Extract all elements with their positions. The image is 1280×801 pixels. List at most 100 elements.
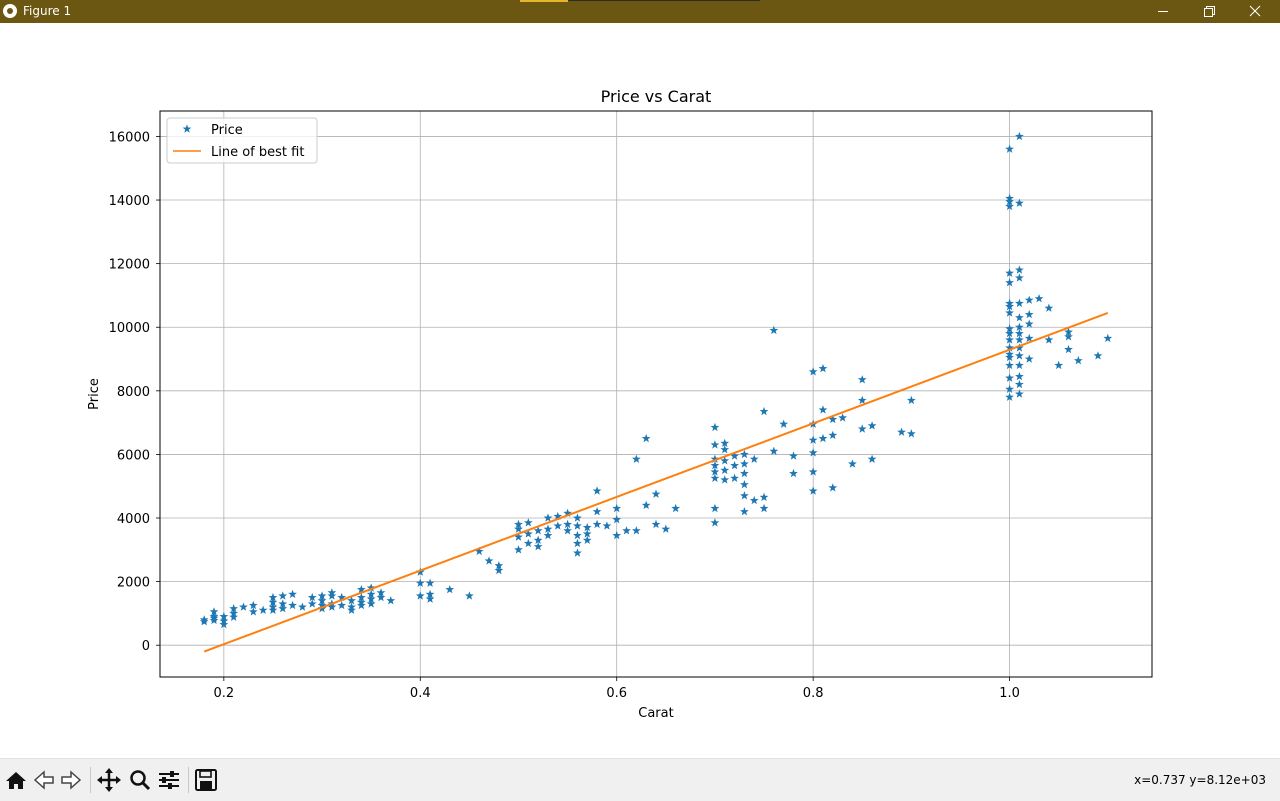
scatter-point xyxy=(573,538,582,548)
scatter-point xyxy=(779,419,789,428)
home-button[interactable] xyxy=(2,767,30,793)
scatter-point xyxy=(356,592,366,602)
save-button[interactable] xyxy=(192,767,220,793)
scatter-point xyxy=(641,500,651,510)
scatter-point xyxy=(1005,335,1014,344)
scatter-point xyxy=(1005,197,1014,206)
best-fit-line xyxy=(203,311,1109,653)
scatter-point xyxy=(828,483,838,492)
legend-label-price: Price xyxy=(211,123,243,138)
scatter-point xyxy=(1073,356,1083,365)
scatter-point xyxy=(1005,268,1014,277)
forward-button[interactable] xyxy=(57,767,85,793)
scatter-point xyxy=(857,395,867,405)
y-tick-label: 2000 xyxy=(117,576,150,591)
scatter-point xyxy=(514,532,523,541)
scatter-point xyxy=(769,446,779,455)
scatter-point xyxy=(897,427,906,436)
plot-series xyxy=(199,131,1113,653)
scatter-point xyxy=(592,486,602,495)
legend-box xyxy=(166,117,318,164)
titlebar-accent-line xyxy=(568,0,760,1)
scatter-point xyxy=(730,473,739,482)
scatter-point xyxy=(1005,352,1014,362)
scatter-point xyxy=(1015,343,1024,352)
back-button[interactable] xyxy=(30,767,58,793)
scatter-point xyxy=(1054,360,1064,370)
scatter-point xyxy=(268,605,278,614)
scatter-point xyxy=(592,507,602,516)
y-tick-label: 14000 xyxy=(109,194,150,209)
scatter-point xyxy=(828,414,838,424)
scatter-point xyxy=(356,600,366,610)
figure-canvas[interactable]: 0.2 0.4 0.6 0.8 1.0 0 2000 4000 6000 8000 10000 120… xyxy=(0,23,1280,758)
scatter-point xyxy=(258,605,268,614)
scatter-point xyxy=(1024,309,1034,319)
scatter-point xyxy=(710,460,720,470)
scatter-point xyxy=(867,421,877,430)
scatter-point xyxy=(366,599,376,608)
scatter-point xyxy=(1015,313,1024,322)
close-button[interactable] xyxy=(1232,0,1278,23)
scatter-point xyxy=(514,519,523,529)
scatter-point xyxy=(1034,294,1044,303)
scatter-point xyxy=(1005,144,1014,153)
legend: Price Line of best fit xyxy=(166,117,318,164)
scatter-point xyxy=(710,422,720,432)
scatter-point xyxy=(612,515,622,524)
minimize-button[interactable] xyxy=(1140,0,1186,23)
y-tick-label: 8000 xyxy=(117,385,150,400)
scatter-point xyxy=(523,529,533,538)
cursor-coordinates: x=0.737 y=8.12e+03 xyxy=(1134,773,1266,787)
navigation-toolbar: x=0.737 y=8.12e+03 xyxy=(0,758,1280,801)
scatter-point xyxy=(376,592,386,602)
close-icon xyxy=(1249,5,1261,17)
scatter-point xyxy=(641,433,651,443)
scatter-point xyxy=(661,524,671,533)
scatter-point xyxy=(818,405,828,414)
scatter-point xyxy=(720,456,730,465)
scatter-point xyxy=(1024,333,1034,343)
scatter-point xyxy=(1015,335,1024,344)
zoom-button[interactable] xyxy=(126,767,154,793)
x-tick-label: 0.6 xyxy=(606,686,627,701)
scatter-point xyxy=(651,489,661,498)
restore-button[interactable] xyxy=(1186,0,1232,23)
scatter-point xyxy=(1103,333,1113,343)
scatter-point xyxy=(828,430,838,440)
x-tick-label: 0.4 xyxy=(410,686,431,701)
scatter-point xyxy=(563,526,572,535)
scatter-point xyxy=(720,438,730,448)
scatter-point xyxy=(278,591,288,600)
scatter-point xyxy=(740,480,749,489)
y-axis-label: Price xyxy=(87,378,102,410)
scatter-point xyxy=(906,429,916,438)
scatter-point xyxy=(327,602,337,611)
scatter-point xyxy=(612,530,622,540)
legend-marker-star xyxy=(182,124,192,133)
scatter-point xyxy=(1005,384,1014,393)
axis-ticks: 0.2 0.4 0.6 0.8 1.0 0 2000 4000 6000 8000 10000 120… xyxy=(109,130,1020,701)
scatter-point xyxy=(749,454,759,463)
scatter-point xyxy=(573,521,582,530)
scatter-point xyxy=(553,511,563,521)
configure-subplots-button[interactable] xyxy=(155,767,183,793)
scatter-point xyxy=(710,454,720,463)
scatter-point xyxy=(631,454,641,463)
scatter-point xyxy=(1005,343,1014,352)
scatter-point xyxy=(582,522,592,532)
scatter-point xyxy=(1015,351,1024,360)
scatter-point xyxy=(1064,332,1073,341)
scatter-point xyxy=(229,604,239,613)
scatter-point xyxy=(1015,322,1024,331)
scatter-point xyxy=(1064,344,1073,354)
scatter-point xyxy=(1015,131,1024,141)
scatter-point xyxy=(1005,278,1014,287)
scatter-point xyxy=(1005,201,1014,211)
scatter-point xyxy=(337,592,347,602)
scatter-point xyxy=(366,583,376,592)
scatter-point xyxy=(347,596,356,605)
pan-button[interactable] xyxy=(95,767,123,793)
scatter-point xyxy=(533,535,543,544)
scatter-point xyxy=(808,448,818,457)
